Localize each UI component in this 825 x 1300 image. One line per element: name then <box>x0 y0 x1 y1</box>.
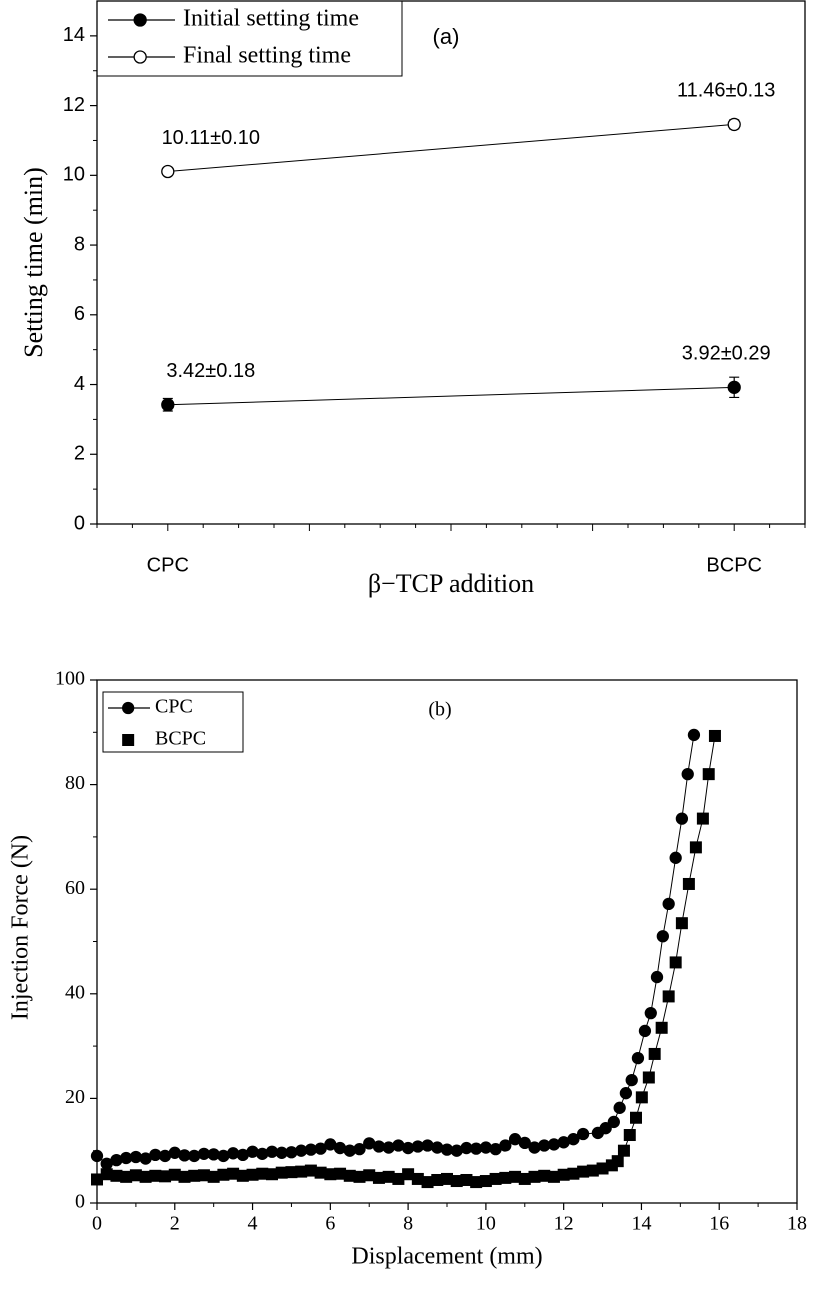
x-tick-label: 12 <box>554 1213 574 1235</box>
legend-label: CPC <box>155 696 193 718</box>
plot-frame <box>96 679 798 1204</box>
marker <box>625 1073 638 1087</box>
marker <box>90 1149 104 1163</box>
marker <box>644 1007 657 1020</box>
marker <box>617 1144 630 1157</box>
marker <box>682 877 695 890</box>
marker <box>613 1101 626 1114</box>
y-tick-label: 10 <box>63 164 85 186</box>
marker <box>635 1091 648 1104</box>
marker <box>656 930 669 943</box>
marker <box>669 851 682 864</box>
marker <box>638 1024 652 1038</box>
y-tick-label: 80 <box>65 772 85 794</box>
annotation: (b) <box>428 699 451 721</box>
x-tick-label: CPC <box>147 554 189 576</box>
marker <box>619 1087 633 1100</box>
marker <box>727 117 741 132</box>
value-label: 10.11±0.10 <box>162 127 260 149</box>
marker <box>599 1122 612 1135</box>
marker <box>630 1111 642 1124</box>
marker <box>687 728 701 742</box>
marker <box>648 1047 661 1060</box>
marker <box>675 917 688 930</box>
y-axis-label: Injection Force (N) <box>8 835 34 1020</box>
y-tick-label: 0 <box>75 1191 85 1213</box>
series-line <box>167 123 735 172</box>
marker <box>675 812 689 825</box>
legend-box <box>96 0 403 77</box>
x-tick-label: 2 <box>170 1213 180 1235</box>
legend-marker <box>133 13 147 27</box>
series-line <box>96 734 695 1165</box>
x-tick-label: BCPC <box>706 554 762 576</box>
legend-label: Final setting time <box>183 43 351 69</box>
x-tick-label: 0 <box>92 1213 102 1235</box>
y-tick-label: 12 <box>63 94 85 116</box>
marker <box>708 729 721 742</box>
x-tick-label: 6 <box>325 1213 335 1235</box>
x-tick-label: 18 <box>787 1213 807 1235</box>
legend-marker <box>122 734 135 746</box>
marker <box>669 956 682 969</box>
marker <box>499 1139 512 1152</box>
y-tick-label: 14 <box>63 24 85 46</box>
marker <box>353 1142 366 1156</box>
marker <box>607 1115 620 1129</box>
series-line <box>96 735 716 1183</box>
y-tick-label: 40 <box>65 981 85 1003</box>
marker <box>567 1133 580 1146</box>
x-tick-label: 4 <box>248 1213 258 1235</box>
marker <box>161 398 175 412</box>
marker <box>662 897 675 910</box>
y-tick-label: 2 <box>74 443 85 465</box>
annotation: (a) <box>433 24 460 49</box>
legend-label: BCPC <box>155 728 206 750</box>
legend-label: Initial setting time <box>183 6 359 32</box>
y-tick-label: 4 <box>74 373 85 395</box>
y-tick-label: 6 <box>74 303 85 325</box>
x-tick-label: 16 <box>709 1213 729 1235</box>
value-label: 3.92±0.29 <box>682 343 771 365</box>
y-tick-label: 0 <box>74 512 85 534</box>
marker <box>623 1129 636 1142</box>
legend-marker <box>133 50 147 64</box>
x-tick-label: 10 <box>476 1213 496 1235</box>
marker <box>611 1155 624 1168</box>
marker <box>662 990 675 1003</box>
marker <box>576 1127 590 1141</box>
marker <box>631 1051 645 1065</box>
marker <box>642 1071 655 1084</box>
y-tick-label: 100 <box>55 668 85 690</box>
marker <box>702 768 715 781</box>
marker <box>689 841 702 854</box>
marker <box>681 767 694 781</box>
legend-box <box>102 691 244 753</box>
marker <box>655 1021 668 1034</box>
y-axis-label: Setting time (min) <box>19 167 48 358</box>
y-tick-label: 60 <box>65 877 85 899</box>
legend-marker <box>122 701 135 715</box>
series-line <box>167 386 735 406</box>
x-axis-label: β−TCP addition <box>368 569 534 598</box>
y-tick-label: 20 <box>65 1086 85 1108</box>
marker <box>650 970 664 984</box>
x-tick-label: 8 <box>403 1213 413 1235</box>
marker <box>161 164 175 179</box>
y-tick-label: 8 <box>74 233 85 255</box>
x-axis-label: Displacement (mm) <box>351 1244 542 1270</box>
marker <box>518 1136 531 1150</box>
value-label: 11.46±0.13 <box>677 80 775 102</box>
value-label: 3.42±0.18 <box>166 360 255 382</box>
x-tick-label: 14 <box>631 1213 651 1235</box>
marker <box>727 380 741 394</box>
marker <box>696 812 709 825</box>
